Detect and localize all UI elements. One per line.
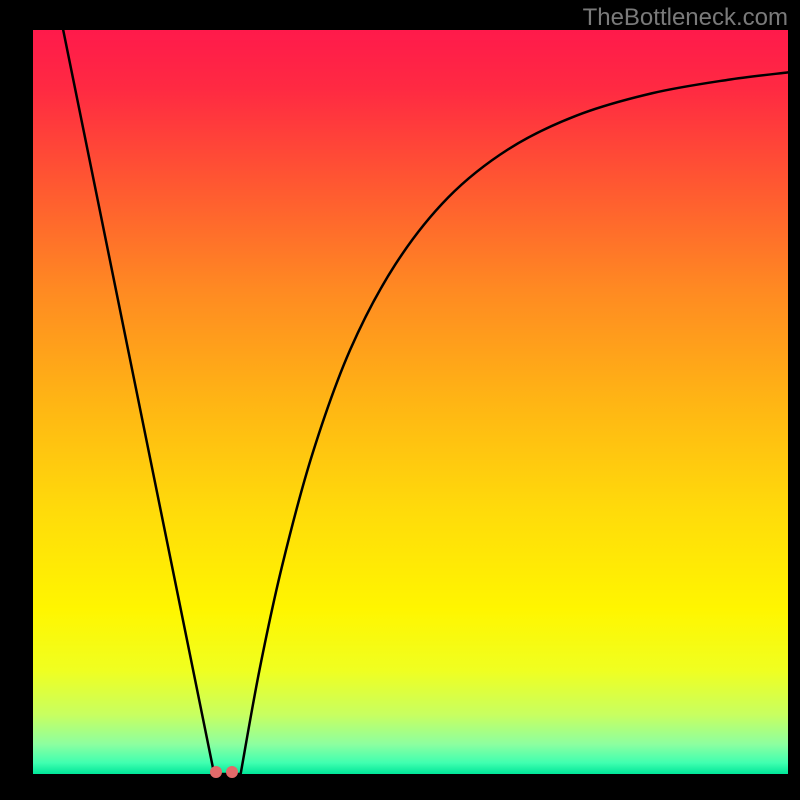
watermark-text: TheBottleneck.com [583,4,788,32]
chart-root: TheBottleneck.com [0,0,800,800]
chart-svg [33,30,788,774]
optimal-marker-1 [210,766,222,778]
optimal-marker-2 [226,766,238,778]
plot-area [33,30,788,774]
bottleneck-curve [63,30,788,782]
